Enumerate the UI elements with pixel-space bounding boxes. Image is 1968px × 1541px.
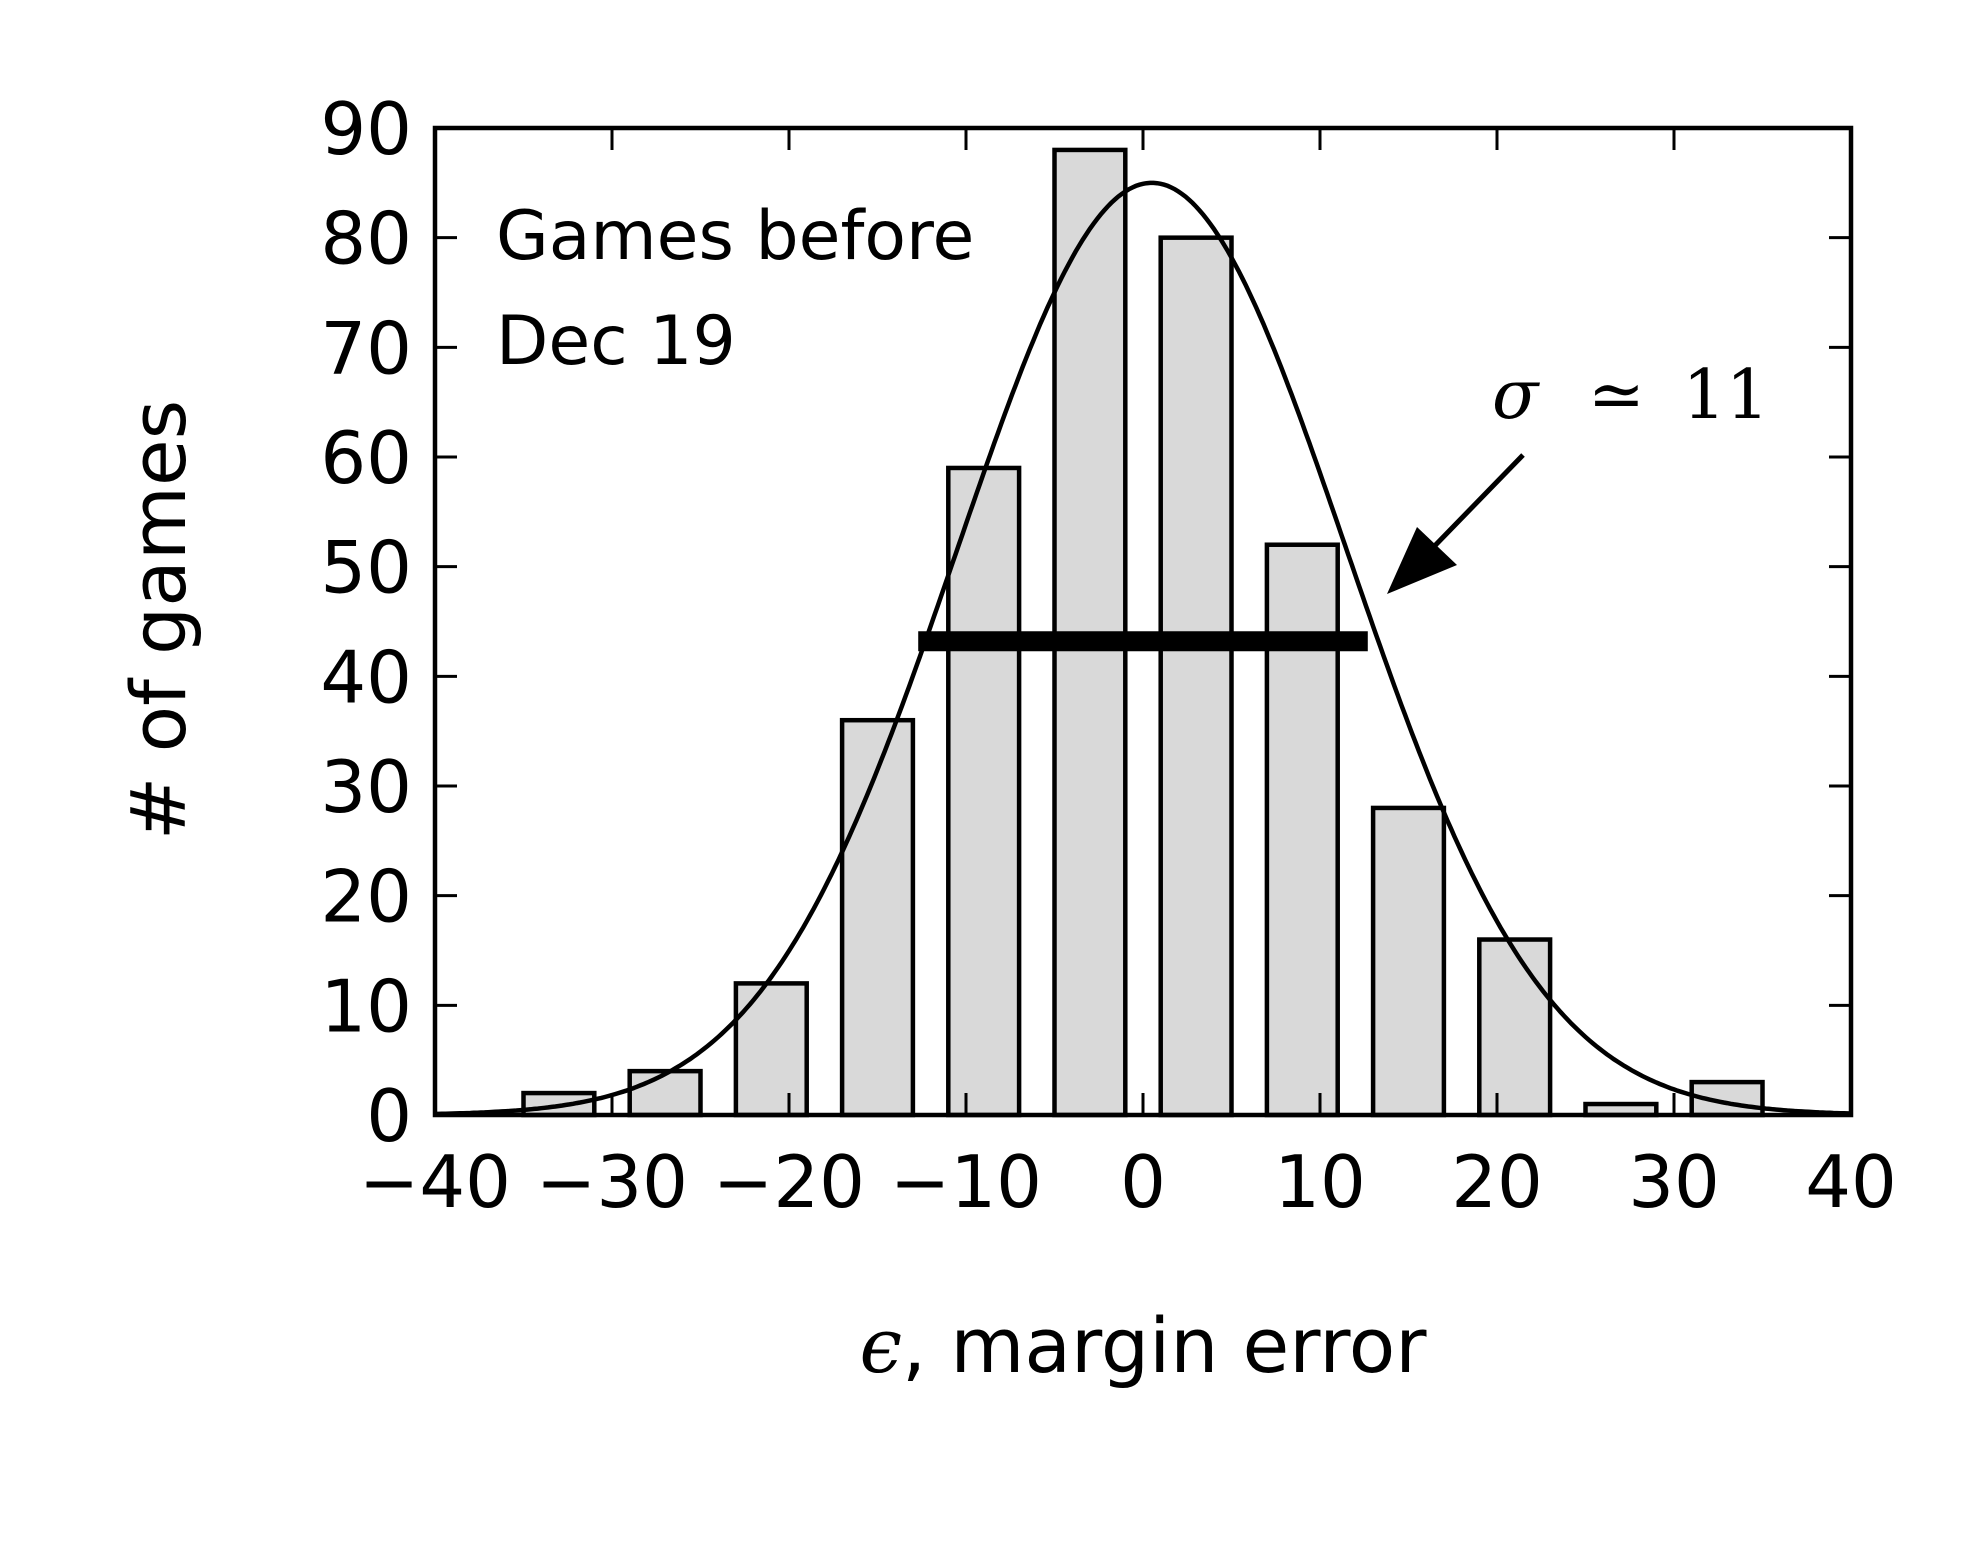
x-tick-label: 10 [1274,1140,1366,1224]
x-tick-label: −10 [890,1140,1042,1224]
x-tick-label: 20 [1451,1140,1543,1224]
histogram-bar [946,465,1022,1118]
x-tick-label: −20 [713,1140,865,1224]
sigma-arrow-shaft [1417,453,1525,564]
gaussian-fit-curve [435,180,1851,1115]
fit-layer [435,180,1851,1115]
histogram-bar [733,981,809,1118]
panel-annotation-line1: Games before [496,197,974,276]
x-tick-label: −30 [536,1140,688,1224]
plot-frame [432,125,1854,1118]
x-tick-label: −40 [359,1140,511,1224]
histogram-bar [1158,235,1234,1118]
ticks-layer [433,126,1853,1117]
x-axis-label-symbol: ϵ [859,1301,902,1390]
x-axis-label-text: , margin error [902,1301,1427,1390]
x-tick-label: 40 [1805,1140,1897,1224]
y-tick-label: 40 [320,635,412,719]
sigma-arrow [1387,453,1525,594]
histogram-bar [1264,542,1340,1118]
sigma-relation: ≃ [1588,356,1645,435]
y-tick-labels: 0 10 20 30 40 50 60 70 80 90 [320,87,412,1158]
histogram-bar [1477,937,1553,1118]
y-tick-label: 70 [320,306,412,390]
x-tick-labels: −40 −30 −20 −10 0 10 20 30 40 [359,1140,1897,1224]
y-tick-label: 30 [320,745,412,829]
histogram-bar [1370,805,1447,1118]
histogram-bar [839,717,916,1118]
y-axis-label: # of games [114,400,203,840]
histogram-bar [627,1068,703,1118]
sigma-symbol: σ [1492,356,1540,435]
sigma-value: 11 [1683,356,1770,435]
y-tick-label: 10 [320,964,412,1048]
x-axis-label: ϵ, margin error [859,1301,1427,1390]
sigma-annotation: σ ≃ 11 [1492,356,1769,435]
histogram-bar [1689,1079,1765,1118]
x-tick-label: 0 [1120,1140,1166,1224]
sigma-arrow-head [1387,527,1457,594]
y-tick-label: 50 [320,526,412,610]
y-tick-label: 80 [320,197,412,281]
y-tick-label: 60 [320,416,412,500]
x-tick-label: 30 [1628,1140,1720,1224]
y-tick-label: 0 [366,1074,412,1158]
y-tick-label: 90 [320,87,412,171]
panel-annotation-line2: Dec 19 [496,302,736,381]
y-tick-label: 20 [320,855,412,939]
